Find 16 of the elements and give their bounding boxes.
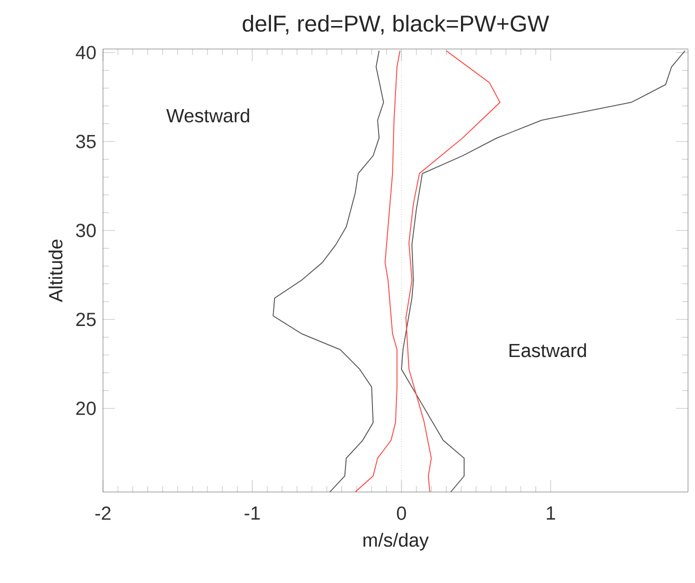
x-tick-label: 1 bbox=[546, 506, 556, 520]
line-series bbox=[406, 50, 500, 492]
y-tick-label: 40 bbox=[76, 46, 96, 60]
chart-title: delF, red=PW, black=PW+GW bbox=[242, 14, 550, 34]
y-tick-label: 30 bbox=[76, 224, 96, 238]
x-tick-label: -1 bbox=[244, 506, 260, 520]
y-axis-title: Altitude bbox=[48, 240, 62, 302]
y-tick-label: 35 bbox=[76, 134, 96, 148]
y-tick-label: 20 bbox=[76, 402, 96, 416]
x-axis-title: m/s/day bbox=[364, 532, 429, 551]
x-tick-label: -2 bbox=[95, 506, 110, 520]
line-series bbox=[354, 50, 400, 492]
annotation: Westward bbox=[166, 108, 250, 122]
annotation: Eastward bbox=[510, 343, 586, 358]
y-tick-label: 25 bbox=[76, 312, 96, 326]
x-tick-label: 0 bbox=[396, 506, 406, 520]
